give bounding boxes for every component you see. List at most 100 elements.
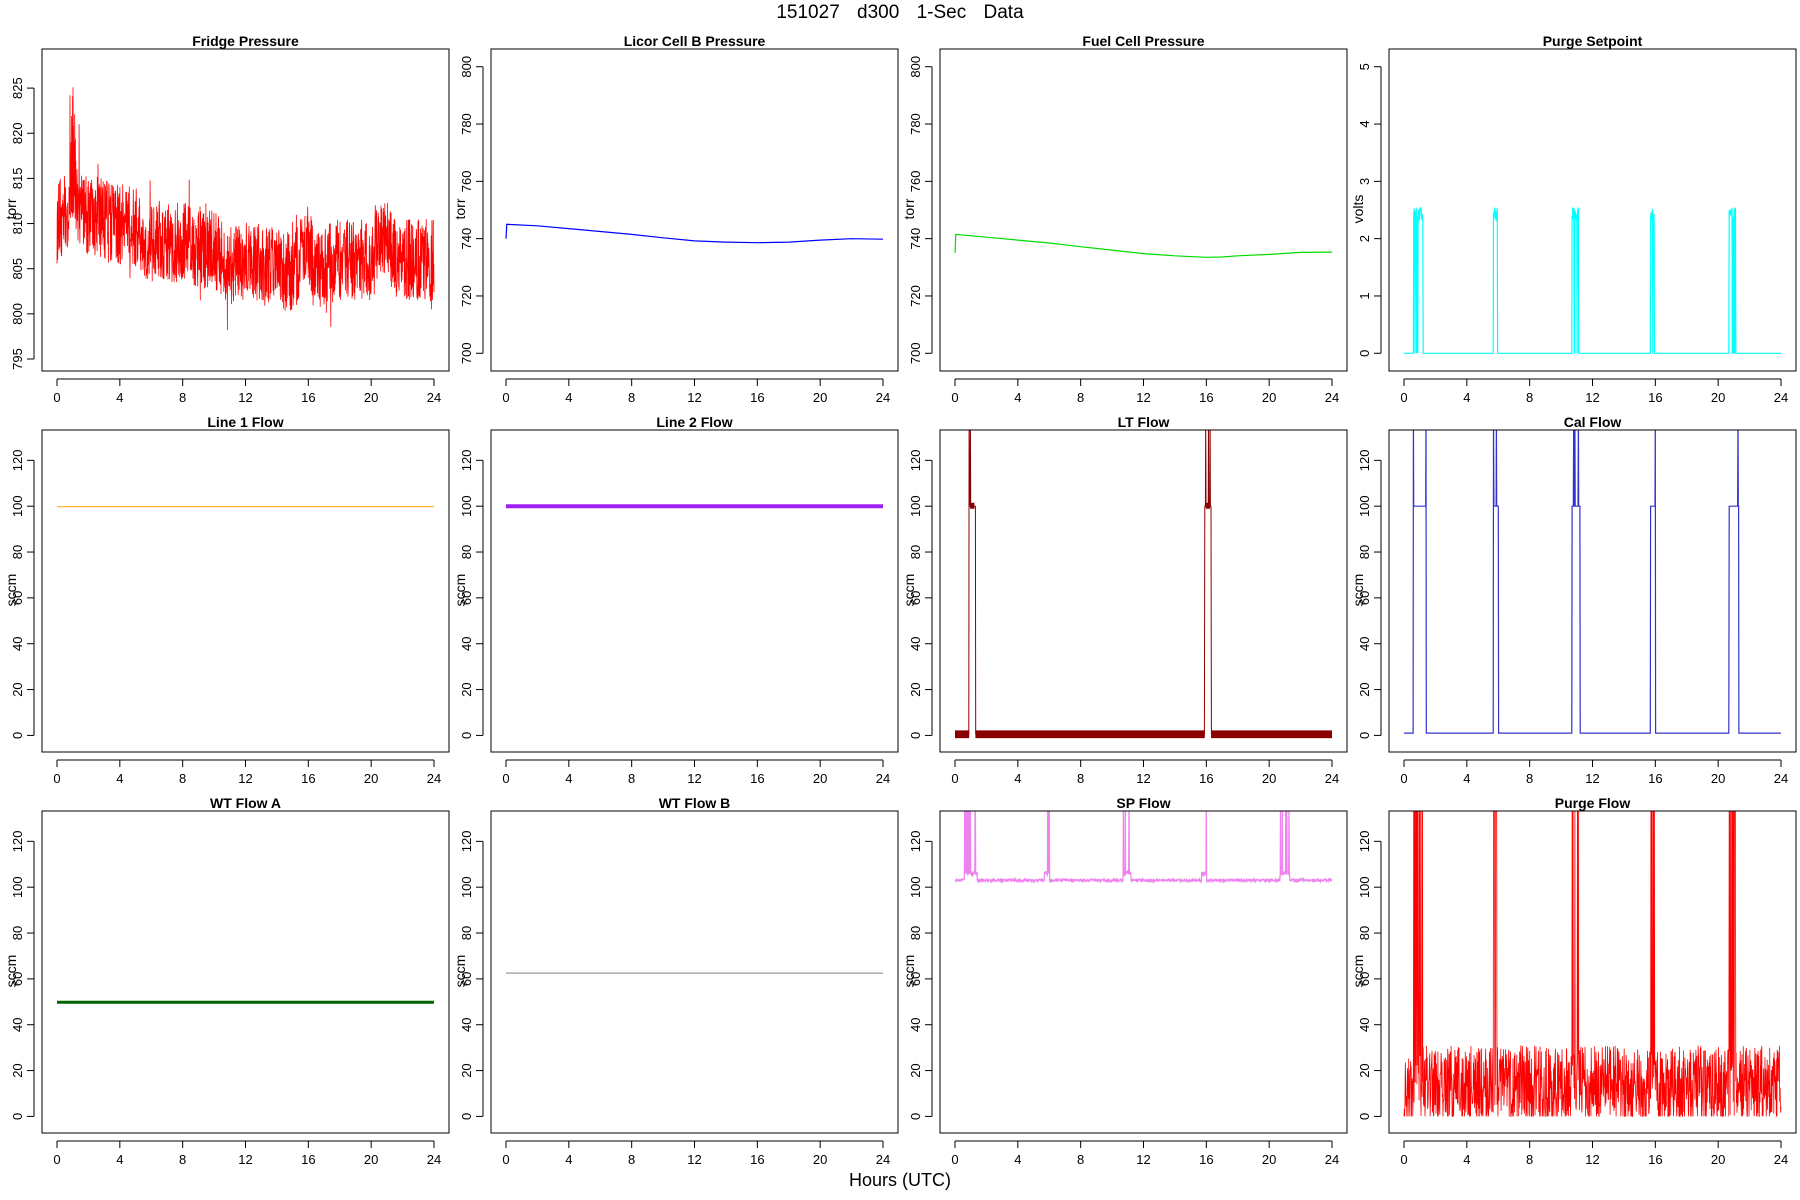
panel-title: Licor Cell B Pressure (623, 33, 766, 49)
y-tick-label: 100 (10, 495, 25, 517)
y-tick-label: 20 (459, 682, 474, 696)
y-axis-label: sccm (3, 954, 19, 988)
y-tick-label: 80 (10, 926, 25, 940)
series-fridge (56, 87, 435, 331)
baseline-band (1211, 730, 1332, 739)
x-tick-label: 20 (364, 1152, 378, 1167)
x-tick-label: 12 (1136, 390, 1150, 405)
y-tick-label: 0 (1357, 350, 1372, 357)
plot-frame (1388, 429, 1797, 753)
x-tick-label: 4 (565, 390, 572, 405)
series-purgesp (1404, 206, 1781, 354)
x-axis-label: Hours (UTC) (849, 1170, 951, 1190)
panel-title: WT Flow A (209, 795, 282, 811)
y-tick-label: 20 (908, 682, 923, 696)
x-tick-label: 24 (1325, 390, 1339, 405)
baseline-band (975, 730, 1205, 739)
x-tick-label: 0 (53, 390, 60, 405)
x-tick-label: 4 (1463, 1152, 1470, 1167)
plot-frame (490, 429, 899, 753)
y-tick-label: 100 (908, 495, 923, 517)
y-tick-label: 0 (10, 732, 25, 739)
y-tick-label: 780 (908, 113, 923, 135)
panel-title: SP Flow (1116, 795, 1171, 811)
x-tick-label: 20 (813, 771, 827, 786)
x-tick-label: 8 (1526, 771, 1533, 786)
x-tick-label: 4 (116, 1152, 123, 1167)
y-tick-label: 800 (459, 56, 474, 78)
series-purgeflow (1403, 811, 1782, 1118)
x-tick-label: 24 (876, 1152, 890, 1167)
x-tick-label: 12 (238, 771, 252, 786)
y-axis-label: torr (901, 198, 917, 220)
y-tick-label: 80 (459, 926, 474, 940)
y-tick-label: 20 (1357, 1063, 1372, 1077)
series-line (1403, 811, 1782, 1118)
x-tick-label: 8 (179, 771, 186, 786)
pulse-cap (970, 502, 975, 509)
plot-frame (41, 429, 450, 753)
x-tick-label: 12 (238, 1152, 252, 1167)
y-tick-label: 825 (10, 77, 25, 99)
y-tick-label: 720 (908, 285, 923, 307)
y-tick-label: 120 (908, 830, 923, 852)
y-axis-label: sccm (3, 573, 19, 607)
y-tick-label: 700 (908, 342, 923, 364)
series-fuelcell (954, 233, 1333, 258)
y-axis-label: sccm (1350, 954, 1366, 988)
x-tick-label: 16 (1199, 771, 1213, 786)
y-axis-label: sccm (901, 573, 917, 607)
y-tick-label: 0 (908, 732, 923, 739)
x-tick-label: 16 (750, 390, 764, 405)
plot-frame (1388, 810, 1797, 1134)
panel-title: LT Flow (1117, 414, 1170, 430)
y-tick-label: 120 (10, 449, 25, 471)
y-tick-label: 120 (459, 830, 474, 852)
x-tick-label: 20 (1711, 390, 1725, 405)
plot-frame (939, 48, 1348, 372)
y-tick-label: 40 (1357, 636, 1372, 650)
y-axis-label: sccm (1350, 573, 1366, 607)
x-tick-label: 4 (565, 771, 572, 786)
x-tick-label: 24 (1774, 390, 1788, 405)
y-tick-label: 120 (1357, 830, 1372, 852)
x-tick-label: 12 (1136, 1152, 1150, 1167)
x-tick-label: 12 (1585, 1152, 1599, 1167)
x-tick-label: 16 (1648, 390, 1662, 405)
y-tick-label: 20 (908, 1063, 923, 1077)
plot-frame (939, 429, 1348, 753)
x-tick-label: 4 (1463, 771, 1470, 786)
x-tick-label: 0 (1400, 771, 1407, 786)
x-tick-label: 20 (813, 390, 827, 405)
y-tick-label: 100 (10, 876, 25, 898)
y-tick-label: 40 (459, 1017, 474, 1031)
series-licor (505, 223, 884, 244)
panel-title: Fuel Cell Pressure (1082, 33, 1205, 49)
y-tick-label: 820 (10, 122, 25, 144)
panel-title: Line 2 Flow (656, 414, 733, 430)
x-tick-label: 8 (179, 390, 186, 405)
panel-title: Cal Flow (1563, 414, 1622, 430)
panel-title: Fridge Pressure (192, 33, 299, 49)
plot-frame (490, 810, 899, 1134)
y-tick-label: 120 (908, 449, 923, 471)
x-tick-label: 20 (1711, 1152, 1725, 1167)
x-tick-label: 20 (364, 390, 378, 405)
y-tick-label: 80 (1357, 926, 1372, 940)
y-tick-label: 40 (908, 1017, 923, 1031)
x-tick-label: 4 (116, 771, 123, 786)
x-tick-label: 16 (1648, 771, 1662, 786)
y-tick-label: 120 (10, 830, 25, 852)
y-axis-label: torr (3, 198, 19, 220)
x-tick-label: 20 (1711, 771, 1725, 786)
x-tick-label: 0 (502, 390, 509, 405)
y-tick-label: 40 (908, 636, 923, 650)
y-tick-label: 20 (10, 682, 25, 696)
